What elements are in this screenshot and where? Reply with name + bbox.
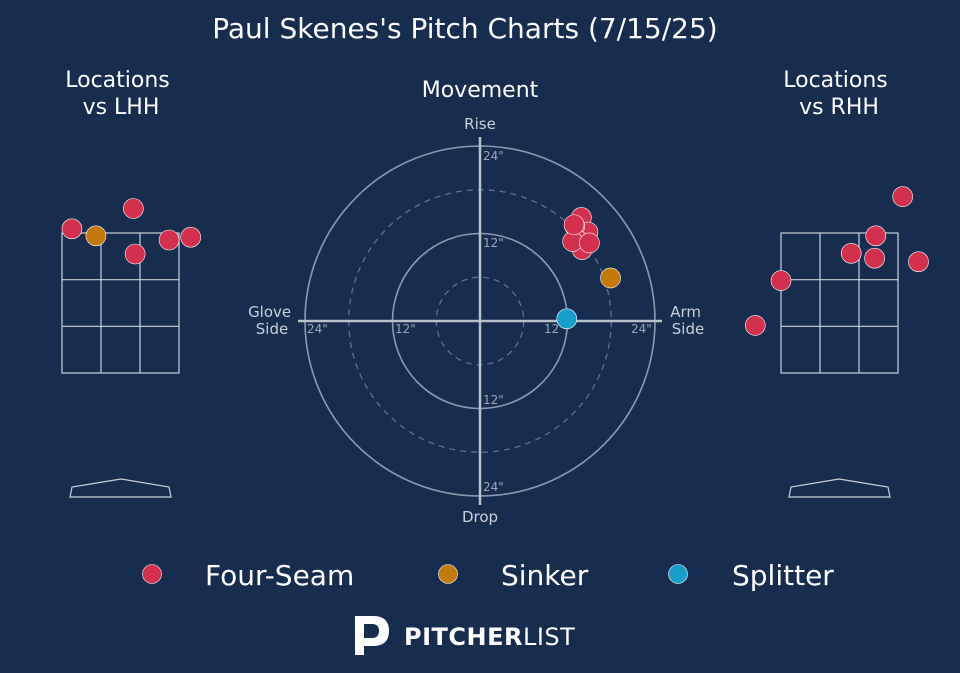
axis-label-arm-side-line-1: Arm: [670, 303, 701, 321]
movement-point-four-seam: [579, 232, 600, 254]
legend-label-four-seam: Four-Seam: [205, 559, 354, 592]
ring-label-bottom-24: 24": [483, 480, 504, 494]
lhh-location-panel: Locations vs LHH: [61, 68, 201, 498]
legend: Four-Seam Sinker Splitter: [142, 559, 834, 592]
brand-wordmark: PITCHERLIST: [404, 623, 575, 651]
legend-marker-sinker: [438, 564, 458, 584]
brand-wordmark-light: LIST: [523, 623, 575, 651]
movement-point-sinker: [600, 267, 621, 289]
rhh-strike-zone: [780, 232, 899, 374]
rhh-panel-title-line-1: Locations: [783, 68, 888, 93]
lhh-panel-title-line-2: vs LHH: [83, 95, 160, 120]
rhh-home-plate: [788, 478, 891, 498]
lhh-point-four-seam: [124, 243, 146, 265]
lhh-pitch-points: [61, 198, 201, 265]
pitcherlist-p-icon: [355, 616, 389, 655]
rhh-point-four-seam: [865, 225, 887, 247]
lhh-strike-zone: [61, 232, 180, 374]
movement-point-splitter: [556, 308, 578, 330]
chart-title: Paul Skenes's Pitch Charts (7/15/25): [212, 12, 717, 45]
lhh-point-four-seam: [180, 226, 201, 248]
lhh-home-plate: [69, 478, 172, 498]
axis-label-rise: Rise: [464, 115, 496, 133]
lhh-point-four-seam: [61, 218, 83, 240]
ring-label-bottom-12: 12": [483, 393, 504, 407]
pitcherlist-logo: PITCHERLIST: [355, 616, 575, 655]
rhh-location-panel: Locations vs RHH: [744, 68, 929, 498]
rhh-zone-border: [780, 232, 899, 374]
movement-pitch-points: [556, 207, 621, 330]
rhh-point-four-seam: [892, 186, 913, 207]
rhh-point-four-seam: [840, 243, 862, 264]
movement-panel-title: Movement: [422, 78, 539, 103]
legend-marker-four-seam: [142, 564, 162, 584]
lhh-point-sinker: [85, 225, 107, 247]
rhh-point-four-seam: [864, 247, 885, 269]
rhh-point-four-seam: [770, 270, 792, 291]
rhh-point-four-seam: [744, 315, 766, 336]
axis-label-arm-side-line-2: Side: [672, 320, 704, 338]
axis-label-glove-side: Glove Side: [248, 303, 296, 338]
axis-label-glove-side-line-1: Glove: [248, 303, 291, 321]
ring-label-top-24: 24": [483, 149, 504, 163]
lhh-panel-title-line-1: Locations: [65, 68, 170, 93]
rhh-panel-title-line-2: vs RHH: [799, 95, 879, 120]
lhh-point-four-seam: [158, 229, 180, 251]
axis-label-arm-side: Arm Side: [670, 303, 706, 338]
ring-label-right-24: 24": [631, 322, 652, 336]
legend-label-splitter: Splitter: [732, 559, 834, 592]
lhh-point-four-seam: [123, 198, 144, 219]
movement-point-four-seam: [563, 214, 585, 236]
lhh-zone-border: [61, 232, 180, 374]
ring-label-left-24: 24": [307, 322, 328, 336]
brand-wordmark-bold: PITCHER: [404, 623, 523, 651]
legend-marker-splitter: [668, 564, 688, 584]
movement-panel: Movement Rise Drop Glove Side Arm Side 2…: [248, 78, 706, 526]
rhh-point-four-seam: [908, 251, 929, 273]
legend-label-sinker: Sinker: [501, 559, 589, 592]
axis-label-glove-side-line-2: Side: [256, 320, 288, 338]
rhh-pitch-points: [744, 186, 929, 336]
ring-label-top-12: 12": [483, 236, 504, 250]
lhh-panel-title: Locations vs LHH: [65, 68, 177, 120]
axis-label-drop: Drop: [462, 508, 498, 526]
ring-label-left-12: 12": [395, 322, 416, 336]
rhh-panel-title: Locations vs RHH: [783, 68, 895, 120]
